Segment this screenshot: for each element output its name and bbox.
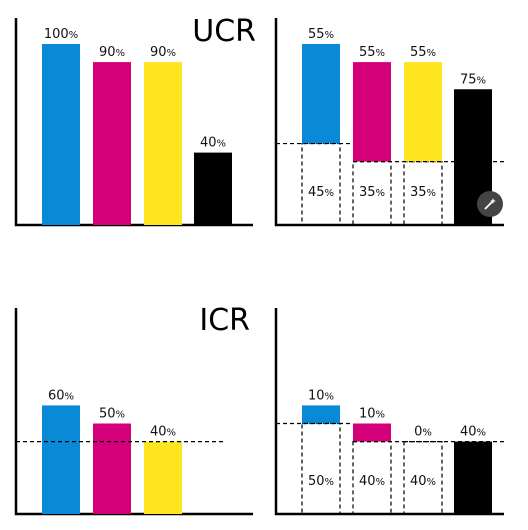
- value-label-c: 10%: [308, 388, 334, 403]
- removed-bar-y: [403, 161, 443, 226]
- bar-c: [42, 405, 80, 514]
- value-label-m: 10%: [359, 407, 385, 422]
- value-label-k: 40%: [460, 425, 486, 440]
- removed-label-m: 40%: [359, 474, 385, 489]
- removed-bar-c: [301, 142, 341, 226]
- bar-m: [93, 62, 131, 225]
- removed-label-m: 35%: [359, 185, 385, 200]
- value-label-y: 40%: [150, 425, 176, 440]
- value-label-m: 90%: [99, 45, 125, 60]
- removed-bar-m: [352, 441, 392, 515]
- removed-bar-y: [403, 441, 443, 515]
- bar-m: [353, 423, 391, 442]
- bar-y: [144, 62, 182, 225]
- removed-label-c: 50%: [308, 474, 334, 489]
- icr-title: ICR: [199, 303, 250, 338]
- value-label-y: 55%: [410, 45, 436, 60]
- bar-k: [454, 441, 492, 514]
- value-label-c: 100%: [44, 27, 78, 42]
- bar-c: [302, 44, 340, 144]
- value-label-m: 50%: [99, 407, 125, 422]
- bar-m: [93, 423, 131, 514]
- removed-label-y: 40%: [410, 474, 436, 489]
- value-label-c: 60%: [48, 388, 74, 403]
- axis-3: [274, 308, 504, 516]
- ucr-title: UCR: [192, 14, 256, 49]
- value-label-y: 90%: [150, 45, 176, 60]
- bar-y: [404, 62, 442, 162]
- value-label-m: 55%: [359, 45, 385, 60]
- value-label-y: 0%: [414, 425, 432, 440]
- value-label-k: 40%: [200, 136, 226, 151]
- bar-m: [353, 62, 391, 162]
- magic-wand-icon[interactable]: [477, 191, 503, 217]
- removed-label-y: 35%: [410, 185, 436, 200]
- bar-c: [42, 44, 80, 225]
- bar-c: [302, 405, 340, 424]
- bar-k: [194, 152, 232, 225]
- removed-label-c: 45%: [308, 185, 334, 200]
- removed-bar-m: [352, 161, 392, 226]
- removed-bar-c: [301, 422, 341, 515]
- value-label-k: 75%: [460, 72, 486, 87]
- bar-y: [144, 441, 182, 514]
- value-label-c: 55%: [308, 27, 334, 42]
